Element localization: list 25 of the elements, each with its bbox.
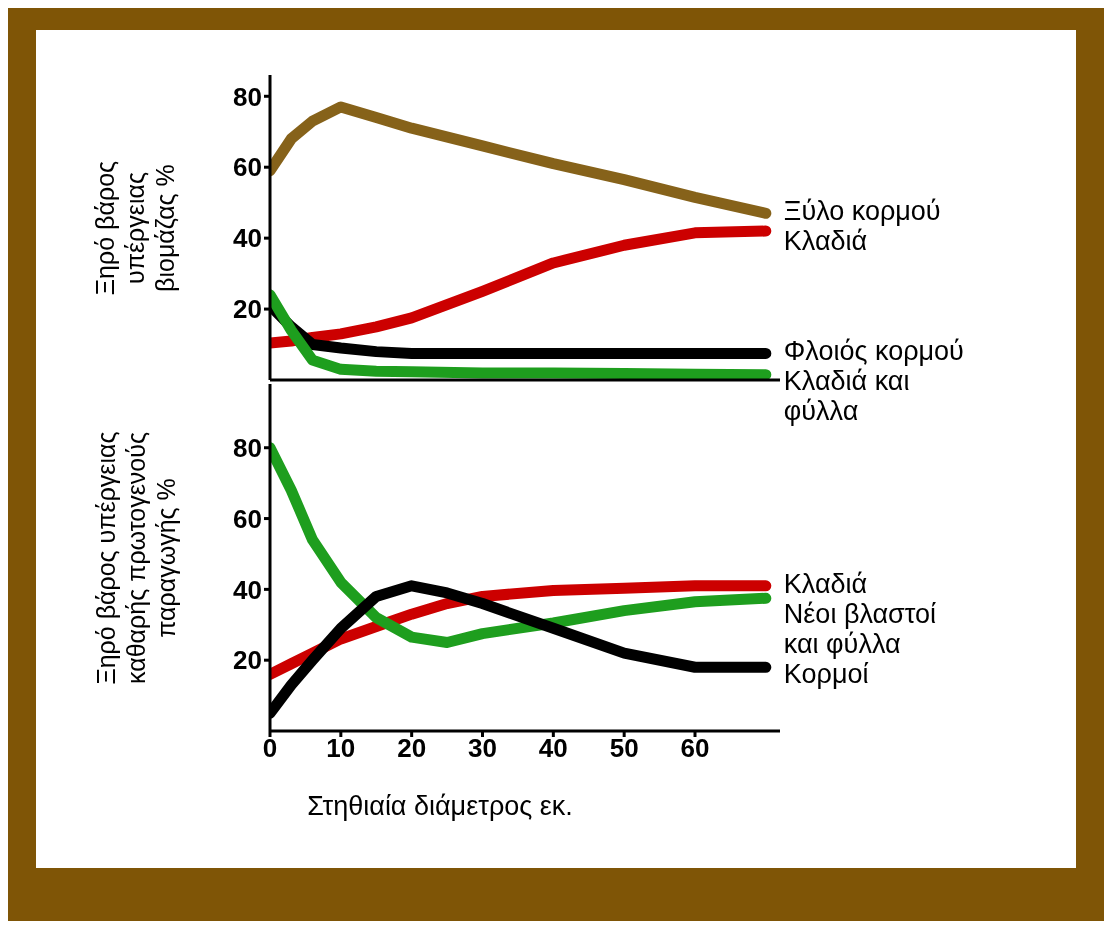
- series-label: Φλοιός κορμού: [783, 336, 964, 367]
- series-label: Κλαδιά: [783, 226, 868, 257]
- y-tick-label: 40: [233, 574, 262, 605]
- y-tick-label: 80: [233, 81, 262, 112]
- x-tick-label: 50: [609, 733, 639, 764]
- y-axis-title: Ξηρό βάρος υπέργειας βιομάζας %: [90, 159, 180, 297]
- y-axis-title: Ξηρό βάρος υπέργειας καθαρής πρωτογενούς παραγωγής %: [90, 429, 181, 687]
- x-tick-label: 0: [262, 733, 278, 764]
- x-tick-label: 10: [326, 733, 356, 764]
- y-tick-label: 60: [233, 503, 262, 534]
- series-label: Ξύλο κορμού: [783, 196, 941, 227]
- x-tick-label: 20: [397, 733, 427, 764]
- series-label: Κορμοί: [783, 658, 869, 689]
- y-tick-label: 60: [233, 152, 262, 183]
- x-tick-label: 40: [538, 733, 568, 764]
- x-axis-title: Στηθιαία διάμετρος εκ.: [306, 791, 574, 822]
- y-tick-label: 20: [233, 294, 262, 325]
- y-tick-label: 80: [233, 432, 262, 463]
- series-label: Κλαδιά και φύλλα: [783, 366, 910, 427]
- x-tick-label: 60: [680, 733, 710, 764]
- x-tick-label: 30: [468, 733, 497, 764]
- series-label: Νέοι βλαστοί και φύλλα: [783, 598, 937, 659]
- y-tick-label: 40: [233, 223, 262, 254]
- y-tick-label: 20: [233, 645, 262, 676]
- series-label: Κλαδιά: [783, 568, 868, 599]
